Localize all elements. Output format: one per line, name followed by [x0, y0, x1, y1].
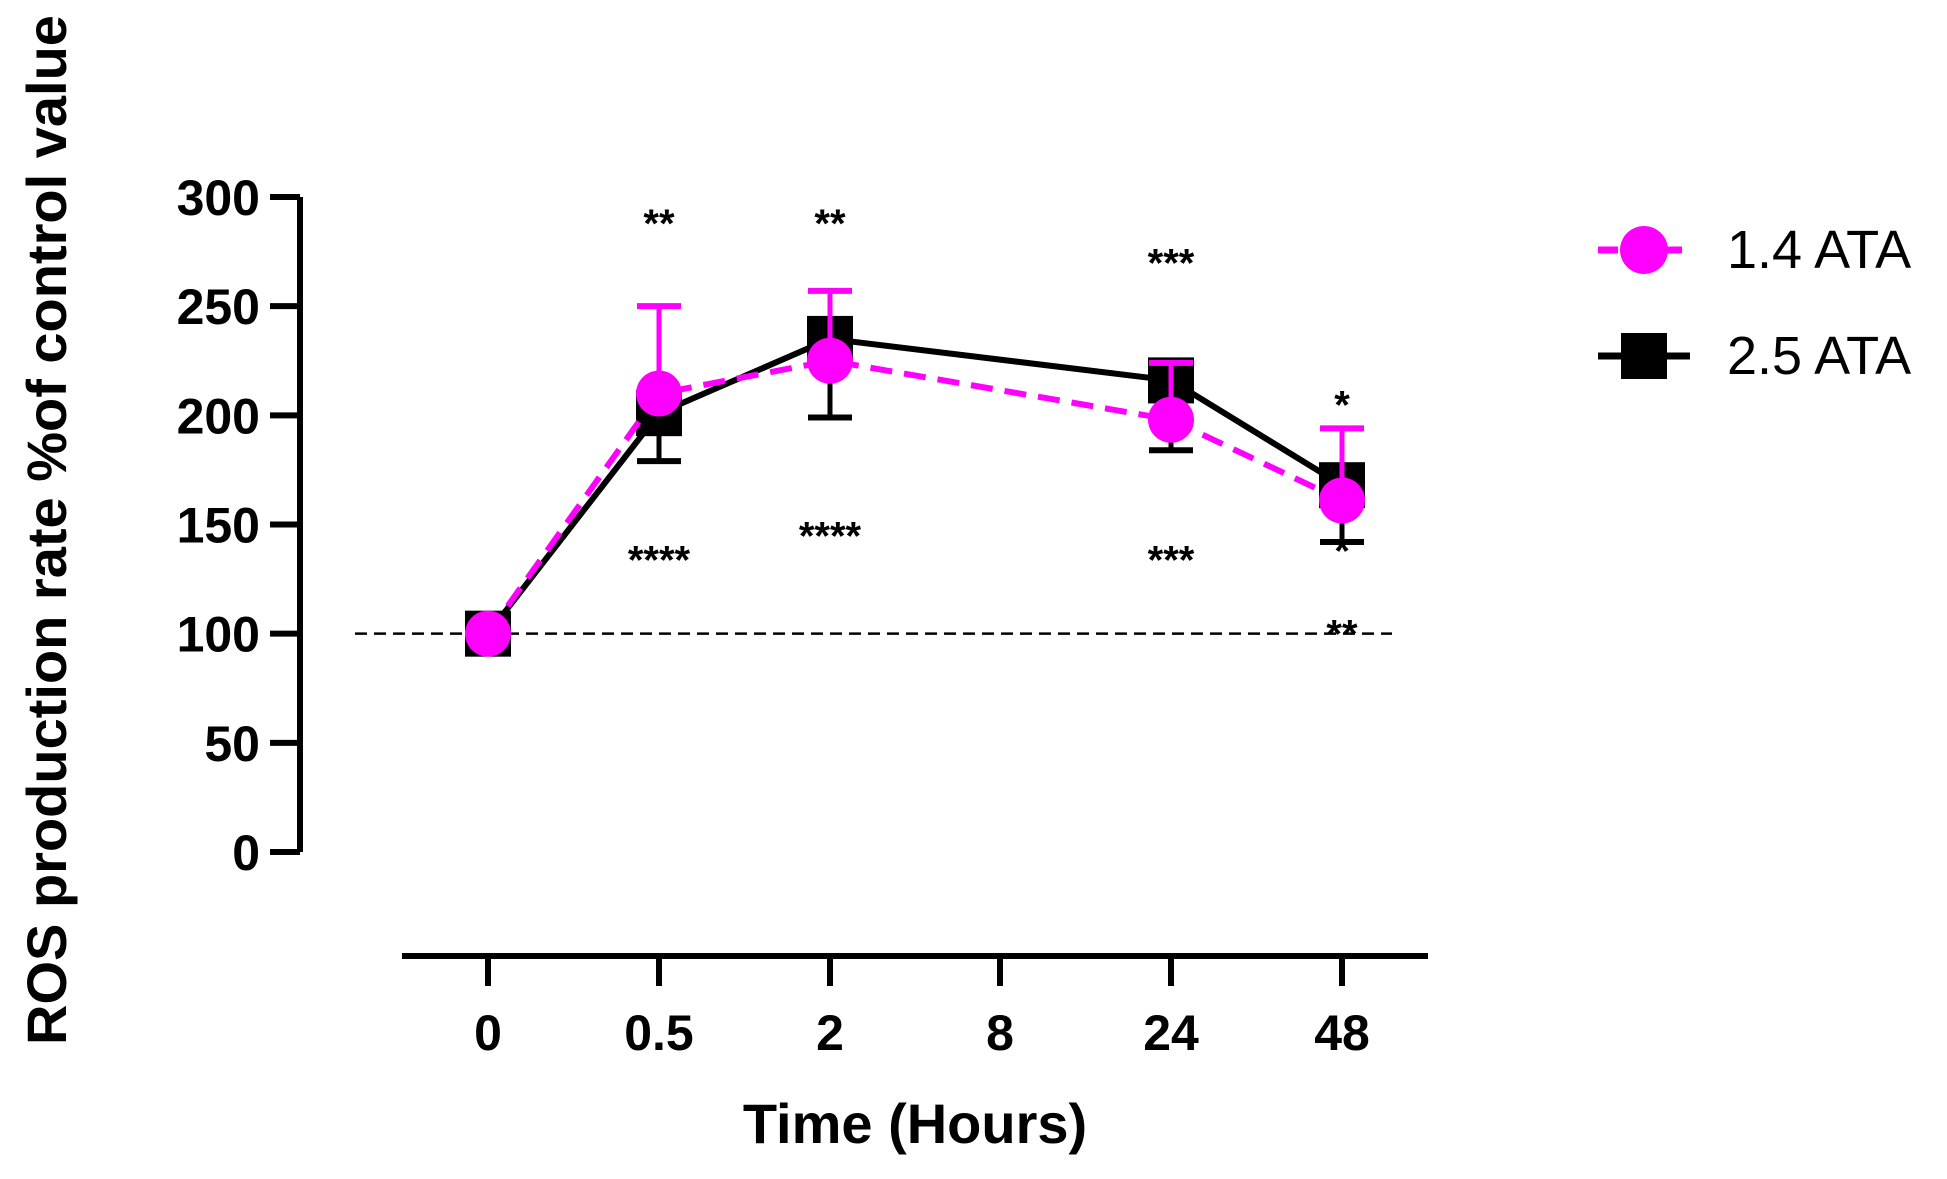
y-tick-label: 200	[177, 388, 260, 444]
significance-label: **	[814, 202, 846, 246]
y-tick-label: 150	[177, 498, 260, 554]
significance-label: ****	[628, 538, 691, 582]
significance-label: *	[1334, 383, 1350, 427]
data-point-circle	[1319, 477, 1365, 524]
series-line	[485, 335, 1344, 636]
x-tick-label: 48	[1314, 1005, 1370, 1061]
y-axis-title: ROS production rate %of control value	[15, 15, 78, 1045]
legend-marker-circle	[1620, 226, 1668, 274]
y-tick-label: 250	[177, 279, 260, 335]
significance-label: **	[643, 202, 675, 246]
significance-label: *	[1334, 530, 1350, 574]
x-tick-label: 8	[986, 1005, 1014, 1061]
significance-label: ***	[1148, 538, 1195, 582]
legend-marker-square	[1621, 333, 1667, 379]
legend: 1.4 ATA 2.5 ATA	[1598, 220, 1911, 386]
significance-label: ***	[1148, 242, 1195, 286]
significance-label: **	[1326, 613, 1358, 657]
significance-label: ****	[799, 514, 862, 558]
x-tick-label: 24	[1143, 1005, 1199, 1061]
data-point-circle	[465, 610, 511, 657]
y-tick-label: 0	[232, 825, 260, 881]
x-tick-label: 2	[816, 1005, 844, 1061]
legend-label-2-5-ata: 2.5 ATA	[1727, 326, 1911, 386]
series-1-4-ata	[465, 287, 1365, 657]
data-point-circle	[1148, 396, 1194, 443]
legend-item-1-4-ata: 1.4 ATA	[1598, 220, 1911, 280]
x-tick-label: 0.5	[624, 1005, 694, 1061]
series-line	[485, 357, 1344, 636]
data-point-circle	[636, 370, 682, 417]
x-axis-title: Time (Hours)	[743, 1092, 1087, 1155]
y-tick-label: 100	[177, 607, 260, 663]
series-2-5-ata	[465, 315, 1365, 657]
annotations-group: ** ***************** ***	[628, 202, 1358, 656]
axes-group: 0 50 100 150 200 250 300 0 0.5 2 8 24 48	[177, 170, 1428, 1061]
data-point-circle	[807, 337, 853, 384]
y-tick-label: 50	[204, 716, 260, 772]
y-tick-label: 300	[177, 170, 260, 226]
x-tick-label: 0	[474, 1005, 502, 1061]
legend-item-2-5-ata: 2.5 ATA	[1598, 326, 1911, 386]
legend-label-1-4-ata: 1.4 ATA	[1727, 220, 1911, 280]
series-group	[465, 287, 1365, 657]
